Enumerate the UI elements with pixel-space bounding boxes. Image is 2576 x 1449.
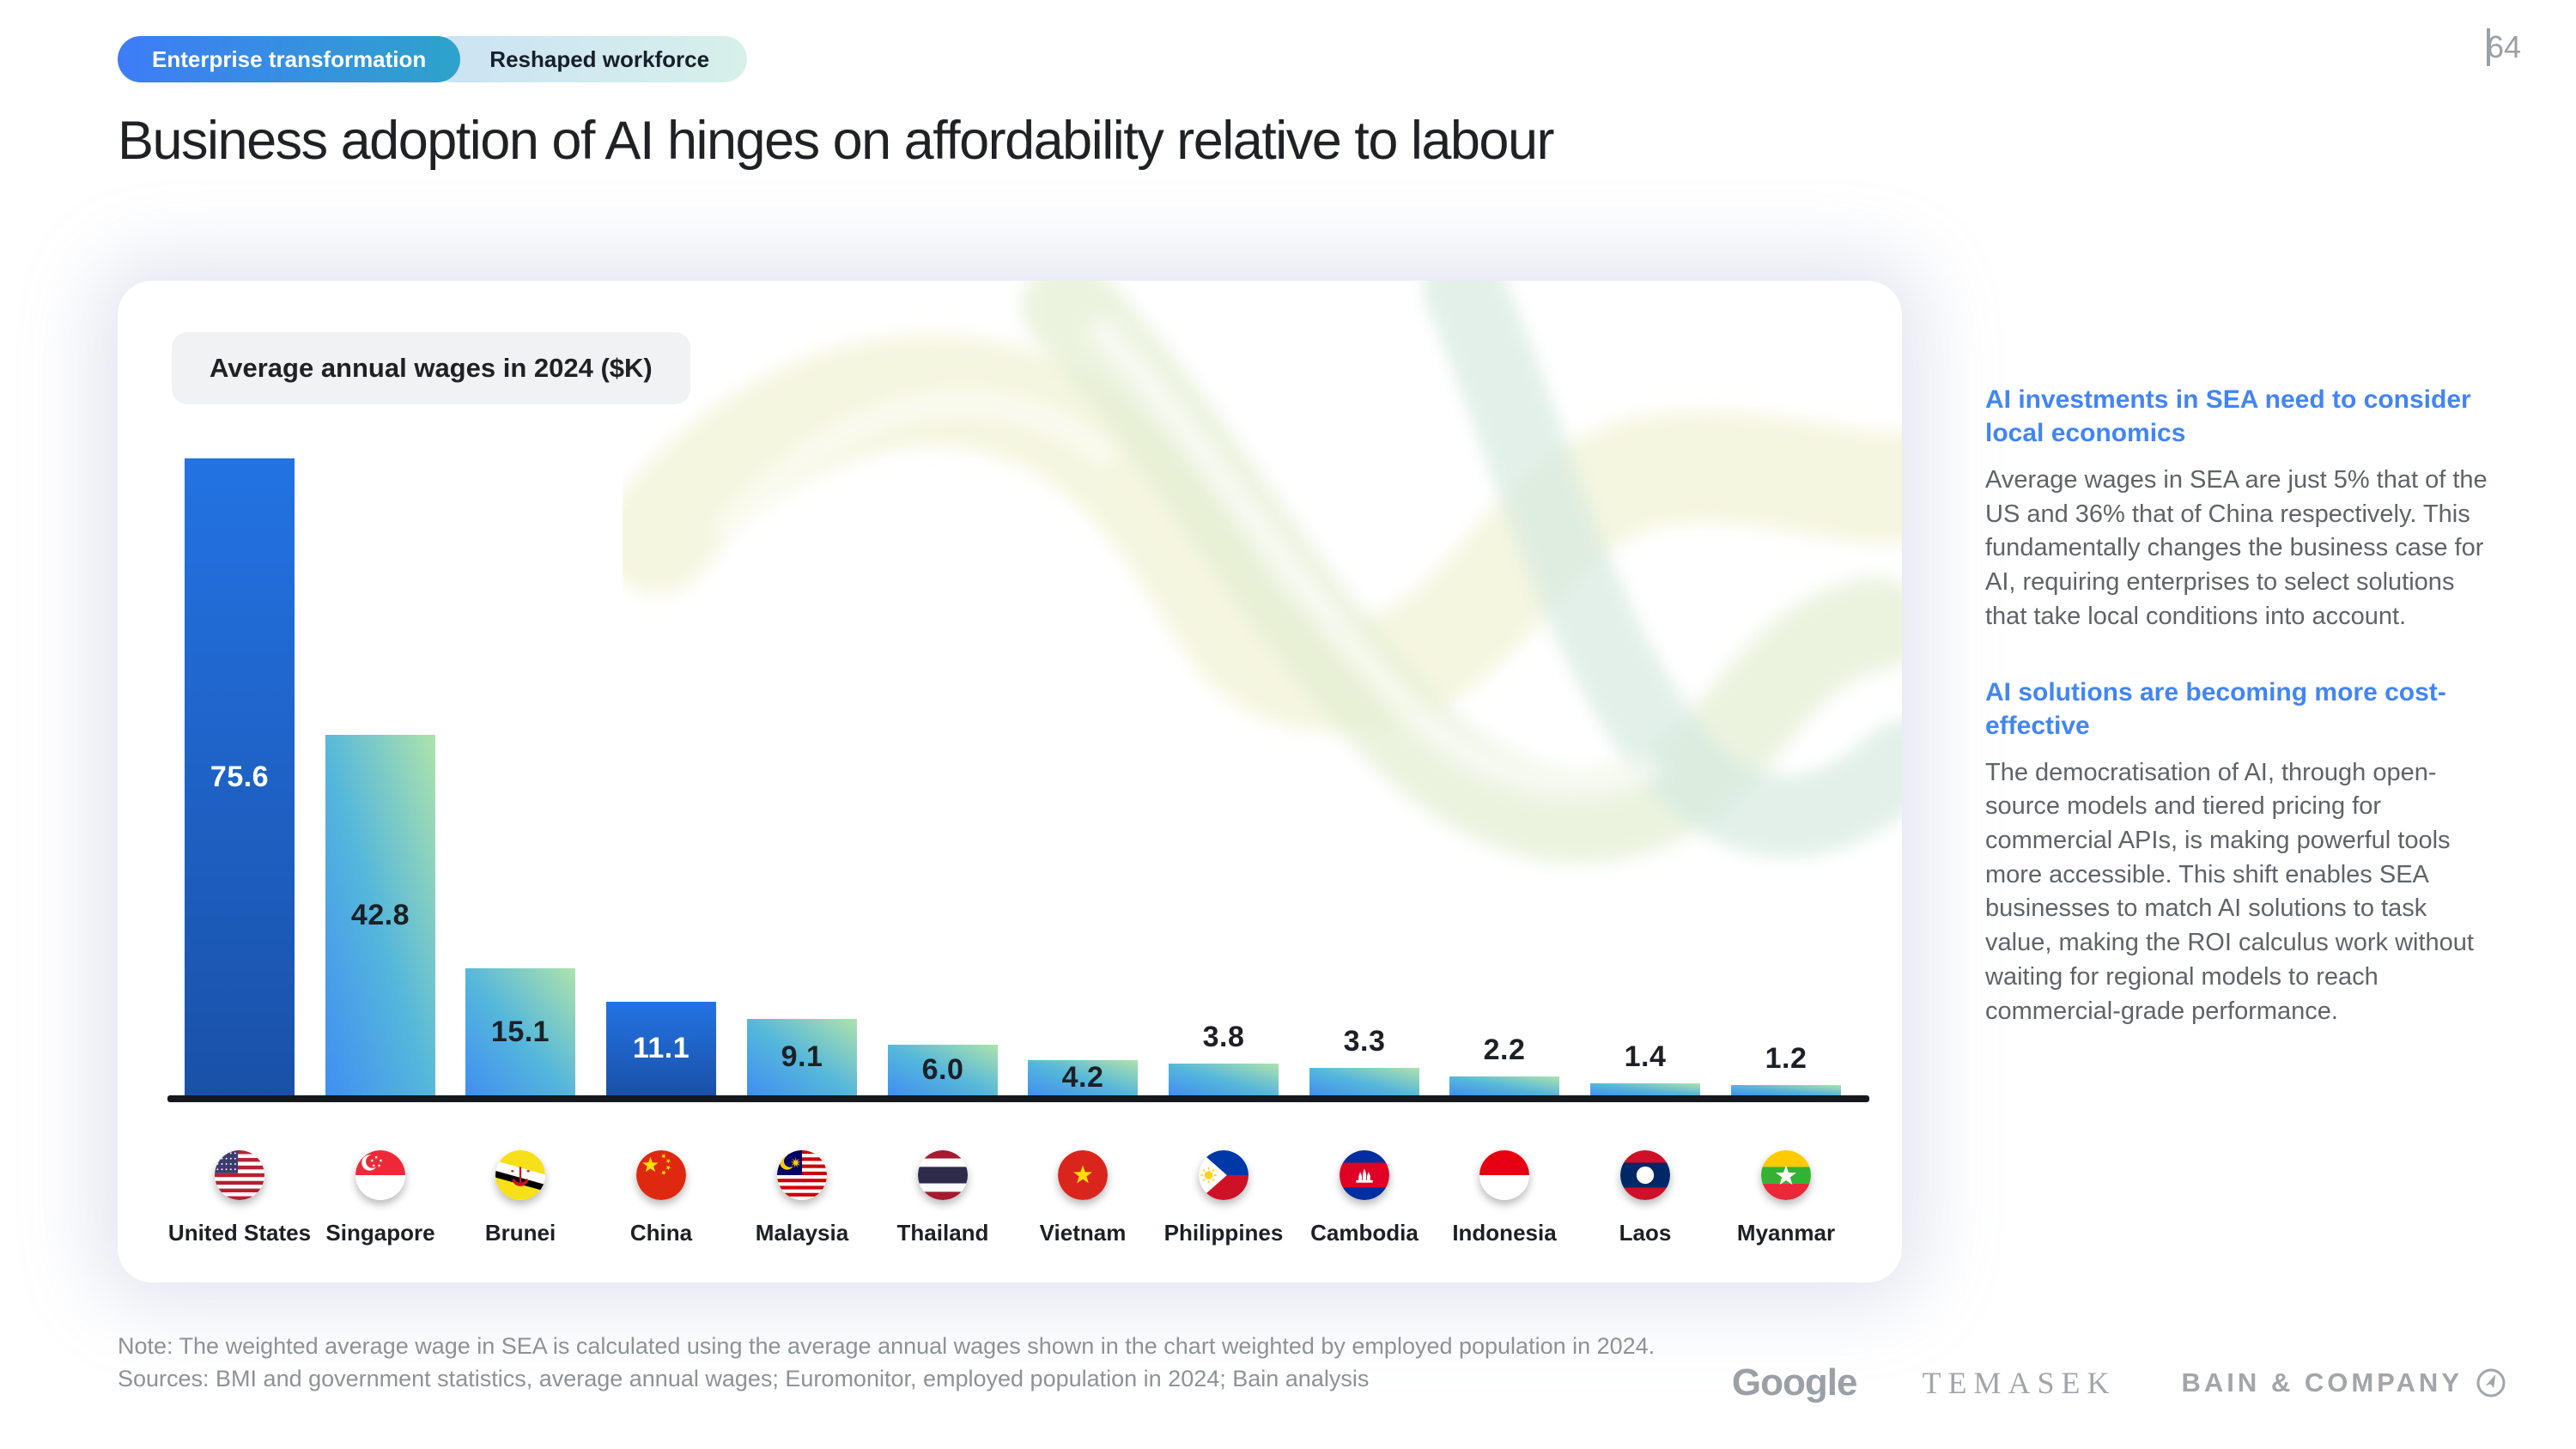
bar-value-label: 2.2 (1483, 1034, 1526, 1066)
country-label: Myanmar (1736, 1220, 1836, 1246)
chart-title: Average annual wages in 2024 ($K) (172, 332, 690, 404)
kh-flag-icon (1340, 1150, 1389, 1200)
bain-company-label: BAIN & COMPANY (2181, 1367, 2463, 1397)
chart-card: Average annual wages in 2024 ($K) 75.6 Un… (118, 281, 1902, 1282)
country-label: Laos (1619, 1220, 1672, 1246)
mm-flag-icon (1761, 1150, 1811, 1200)
bar-value-label: 3.8 (1202, 1021, 1245, 1053)
logo-row: Google TEMASEK BAIN & COMPANY (1732, 1361, 2507, 1404)
bar-value-label: 6.0 (921, 1053, 964, 1086)
bar-value-label: 11.1 (632, 1032, 690, 1064)
footnote: Note: The weighted average wage in SEA i… (118, 1331, 1655, 1396)
bar-value-label: 75.6 (210, 760, 270, 793)
bar-value-label: 1.2 (1765, 1042, 1807, 1075)
bar-cn: 11.1 (606, 1002, 716, 1095)
country-label: Cambodia (1310, 1220, 1419, 1246)
bar-value-label: 3.3 (1343, 1025, 1386, 1058)
my-flag-icon (777, 1150, 827, 1200)
sidebar-section-1: AI solutions are becoming more cost-effe… (1985, 676, 2488, 1029)
sidebar-section-body: Average wages in SEA are just 5% that of… (1985, 466, 2488, 630)
country-label: Thailand (896, 1220, 989, 1246)
x-axis-line (167, 1095, 1869, 1102)
sg-flag-icon (355, 1150, 405, 1200)
country-label: Vietnam (1039, 1220, 1127, 1246)
sidebar-section-0: AI investments in SEA need to consider l… (1985, 383, 2488, 634)
bar-sg: 42.8 (325, 735, 435, 1095)
country-label: Malaysia (755, 1220, 849, 1246)
country-label: China (629, 1220, 693, 1246)
bar-id (1449, 1076, 1559, 1095)
country-label: Singapore (325, 1220, 435, 1246)
ph-flag-icon (1199, 1150, 1249, 1200)
bar-kh (1309, 1068, 1419, 1095)
page-number: 64 (2486, 28, 2521, 66)
google-logo: Google (1731, 1361, 1858, 1404)
bar-my: 9.1 (747, 1019, 857, 1095)
bain-company-logo: BAIN & COMPANY (2181, 1367, 2507, 1399)
bar-value-label: 15.1 (490, 1015, 550, 1048)
bar-vn: 4.2 (1028, 1060, 1138, 1095)
sidebar-section-heading: AI solutions are becoming more cost-effe… (1985, 677, 2446, 740)
bar-value-label: 4.2 (1061, 1061, 1104, 1094)
bar-us: 75.6 (185, 458, 295, 1095)
tag-pill-1: Reshaped workforce (429, 36, 748, 82)
sidebar-section-heading: AI investments in SEA need to consider l… (1985, 385, 2471, 447)
country-label: Philippines (1163, 1220, 1284, 1246)
bar-bn: 15.1 (465, 968, 575, 1095)
country-label: Brunei (484, 1220, 556, 1246)
bar-la (1590, 1083, 1700, 1095)
sidebar-section-body: The democratisation of AI, through open-… (1985, 758, 2474, 1025)
la-flag-icon (1620, 1150, 1670, 1200)
page-title: Business adoption of AI hinges on afford… (118, 111, 1554, 171)
bar-value-label: 42.8 (350, 898, 410, 931)
cn-flag-icon (636, 1150, 686, 1200)
temasek-logo: TEMASEK (1922, 1366, 2117, 1400)
bar-value-label: 9.1 (781, 1040, 823, 1073)
vn-flag-icon (1058, 1150, 1108, 1200)
bn-flag-icon (495, 1150, 545, 1200)
bar-value-label: 1.4 (1624, 1040, 1667, 1073)
bar-th: 6.0 (888, 1045, 998, 1095)
id-flag-icon (1479, 1150, 1529, 1200)
page-number-divider (2486, 28, 2490, 66)
tag-row: Enterprise transformation Reshaped workfo… (118, 36, 748, 82)
tag-pill-0: Enterprise transformation (118, 36, 461, 82)
footnote-note: Note: The weighted average wage in SEA i… (118, 1333, 1656, 1359)
bar-mm (1731, 1085, 1841, 1095)
bar-ph (1169, 1064, 1279, 1095)
country-label: United States (167, 1220, 312, 1246)
page-number-value: 64 (2486, 29, 2521, 64)
sidebar-commentary: AI investments in SEA need to consider l… (1985, 383, 2488, 1028)
us-flag-icon (215, 1150, 264, 1200)
decorative-wave-graphic (623, 281, 1902, 864)
footnote-sources: Sources: BMI and government statistics, … (118, 1365, 1370, 1391)
bain-compass-icon (2476, 1368, 2506, 1397)
country-label: Indonesia (1452, 1220, 1557, 1246)
th-flag-icon (918, 1150, 968, 1200)
